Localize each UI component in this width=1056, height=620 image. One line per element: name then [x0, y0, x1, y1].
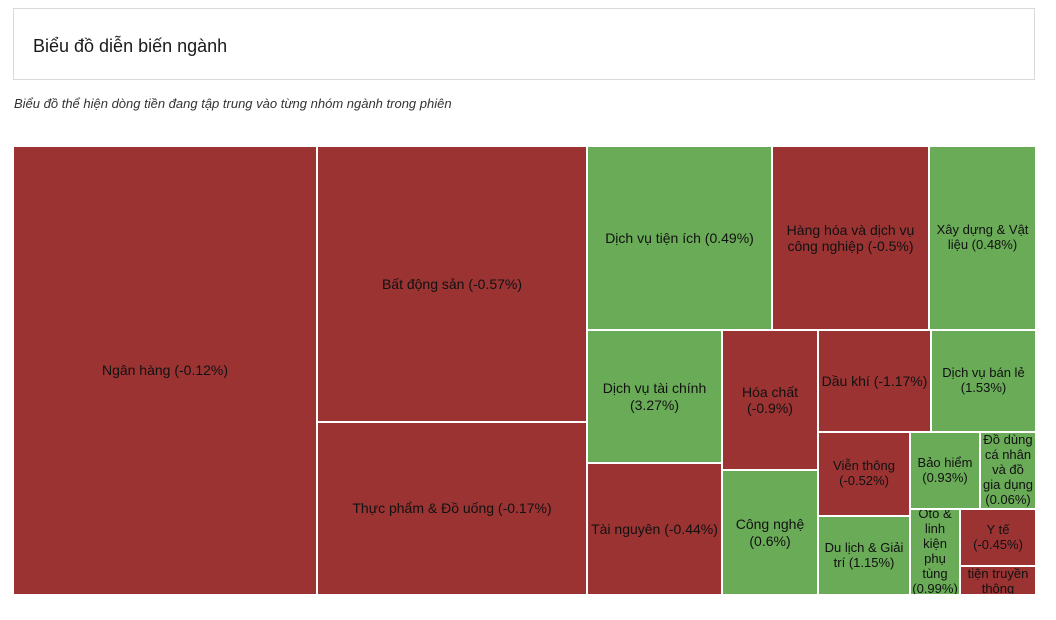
treemap-cell-thuc-pham-do-uong[interactable]: Thực phẩm & Đồ uống (-0.17%)	[317, 422, 587, 595]
treemap-cell-y-te[interactable]: Y tế (-0.45%)	[960, 509, 1036, 566]
treemap-cell-label: Công nghệ (0.6%)	[735, 516, 805, 549]
treemap-cell-label: Ôtô & linh kiện phụ tùng (0.99%)	[912, 509, 958, 595]
treemap-cell-cong-nghe[interactable]: Công nghệ (0.6%)	[722, 470, 818, 595]
treemap-cell-label: Đồ dùng cá nhân và đồ gia dụng (0.06%)	[983, 432, 1033, 507]
treemap-cell-ngan-hang[interactable]: Ngân hàng (-0.12%)	[13, 146, 317, 595]
treemap-cell-label: Thực phẩm & Đồ uống (-0.17%)	[352, 500, 552, 517]
treemap-cell-label: Hóa chất (-0.9%)	[741, 383, 799, 416]
treemap-cell-du-lich-giai-tri[interactable]: Du lịch & Giải trí (1.15%)	[818, 516, 910, 595]
treemap-cell-vien-thong[interactable]: Viễn thông (-0.52%)	[818, 432, 910, 516]
treemap-cell-label: Xây dựng & Vật liệu (0.48%)	[936, 222, 1029, 252]
treemap-cell-dau-khi[interactable]: Dầu khí (-1.17%)	[818, 330, 931, 432]
treemap-cell-label: Dịch vụ bán lẻ (1.53%)	[942, 365, 1025, 395]
treemap-cell-hoa-chat[interactable]: Hóa chất (-0.9%)	[722, 330, 818, 470]
treemap-cell-oto-linh-kien[interactable]: Ôtô & linh kiện phụ tùng (0.99%)	[910, 509, 960, 595]
page-title: Biểu đồ diễn biến ngành	[33, 36, 228, 56]
treemap-cell-label: Du lịch & Giải trí (1.15%)	[824, 539, 904, 570]
treemap-cell-label: Dịch vụ tài chính (3.27%)	[602, 380, 707, 413]
treemap-cell-xay-dung-vat-lieu[interactable]: Xây dựng & Vật liệu (0.48%)	[929, 146, 1036, 330]
treemap-cell-label: Bảo hiểm (0.93%)	[917, 454, 973, 485]
chart-subtitle: Biểu đồ thể hiện dòng tiền đang tập trun…	[14, 96, 452, 111]
treemap-cell-label: Hàng hóa và dịch vụ công nghiệp (-0.5%)	[786, 221, 915, 254]
treemap-cell-label: Ngân hàng (-0.12%)	[101, 362, 229, 379]
treemap-cell-label: Y tế (-0.45%)	[973, 521, 1023, 552]
treemap-cell-dich-vu-tai-chinh[interactable]: Dịch vụ tài chính (3.27%)	[587, 330, 722, 463]
treemap-cell-bao-hiem[interactable]: Bảo hiểm (0.93%)	[910, 432, 980, 509]
treemap-cell-label: tiện truyền thông	[967, 566, 1029, 595]
sector-treemap: Ngân hàng (-0.12%) Bất động sản (-0.57%) T…	[13, 146, 1036, 595]
treemap-cell-dich-vu-tien-ich[interactable]: Dịch vụ tiện ích (0.49%)	[587, 146, 772, 330]
treemap-cell-label: Viễn thông (-0.52%)	[833, 458, 895, 488]
treemap-cell-do-dung-ca-nhan[interactable]: Đồ dùng cá nhân và đồ gia dụng (0.06%)	[980, 432, 1036, 509]
treemap-cell-hang-hoa-dich-vu-cong-nghiep[interactable]: Hàng hóa và dịch vụ công nghiệp (-0.5%)	[772, 146, 929, 330]
treemap-cell-tien-truyen-thong[interactable]: tiện truyền thông	[960, 566, 1036, 595]
treemap-cell-dich-vu-ban-le[interactable]: Dịch vụ bán lẻ (1.53%)	[931, 330, 1036, 432]
treemap-cell-tai-nguyen[interactable]: Tài nguyên (-0.44%)	[587, 463, 722, 595]
treemap-cell-label: Dịch vụ tiện ích (0.49%)	[605, 229, 754, 246]
treemap-cell-label: Dầu khí (-1.17%)	[821, 372, 928, 389]
treemap-cell-label: Bất động sản (-0.57%)	[381, 275, 523, 292]
treemap-cell-bat-dong-san[interactable]: Bất động sản (-0.57%)	[317, 146, 587, 422]
treemap-cell-label: Tài nguyên (-0.44%)	[591, 520, 718, 537]
chart-header-box: Biểu đồ diễn biến ngành	[13, 8, 1035, 80]
